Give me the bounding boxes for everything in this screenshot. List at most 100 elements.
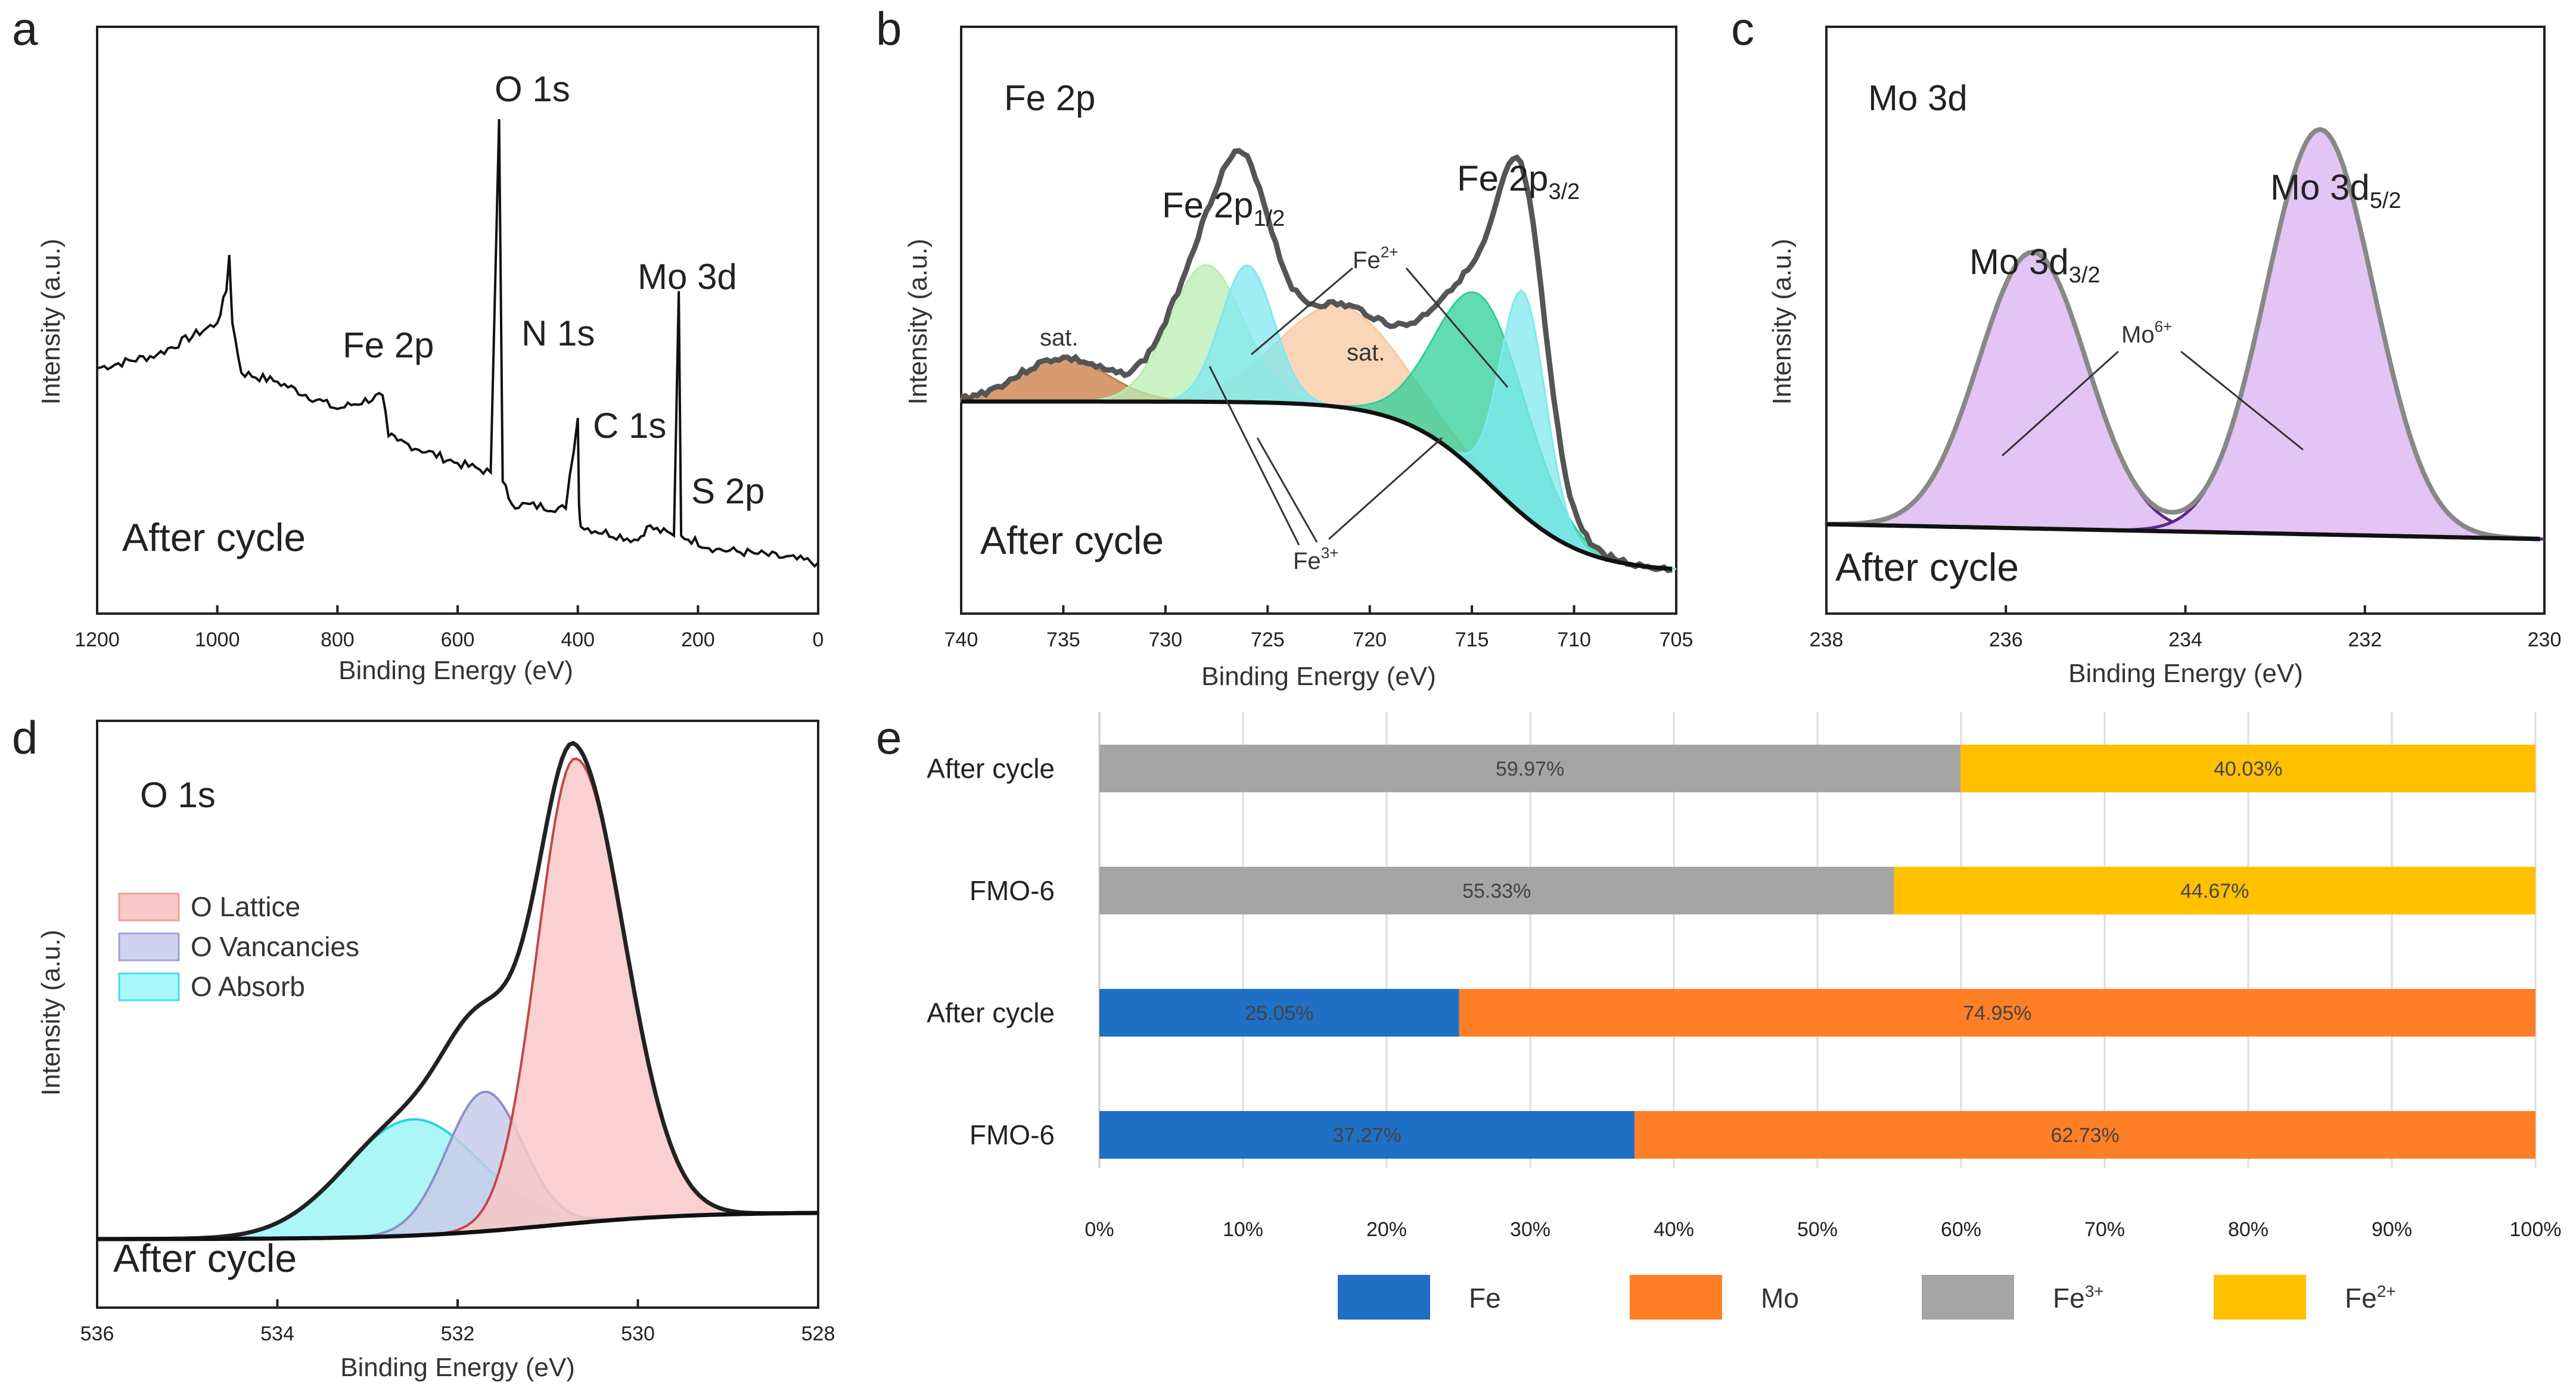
panel-b-x-tick-label: 720	[1353, 628, 1387, 651]
y-axis-title-c: Intensity (a.u.)	[1767, 239, 1797, 405]
x-axis-title-d: Binding Energy (eV)	[340, 1353, 575, 1382]
panel-c-x-tick-label: 236	[1989, 628, 2023, 651]
panel-d-x-tick-label: 532	[441, 1323, 475, 1345]
panel-e-x-tick-label: 80%	[2228, 1218, 2269, 1241]
fe2p-envelope-line	[960, 148, 1673, 574]
legend-label-o-lattice: O Lattice	[191, 891, 300, 922]
panel-e-x-tick-label: 100%	[2510, 1218, 2562, 1241]
panel-e-legend-swatch	[1630, 1275, 1722, 1320]
legend-swatch-o-lattice	[118, 892, 180, 922]
panel-e-x-tick-label: 60%	[1941, 1218, 1981, 1241]
panel-letter-b: b	[876, 2, 902, 55]
panel-e-x-tick-label: 40%	[1654, 1218, 1694, 1241]
panel-e: 0% 10% 20% 30% 40% 50% 60% 70% 80% 90% 100% After …	[927, 712, 2561, 1320]
panel-b-x-tick-label: 730	[1148, 628, 1182, 651]
label-fe2p12: Fe 2p1/2	[1162, 185, 1285, 231]
after-cycle-note-c: After cycle	[1835, 545, 2019, 589]
panel-e-category-label: After cycle	[927, 997, 1055, 1028]
label-fe2plus: Fe2+	[1353, 243, 1398, 273]
label-fe2p32: Fe 2p3/2	[1457, 158, 1580, 204]
panel-b-x-tick-label: 715	[1455, 628, 1489, 651]
panel-e-x-tick-label: 90%	[2372, 1218, 2412, 1241]
panel-letter-d: d	[12, 711, 38, 764]
after-cycle-note-d: After cycle	[113, 1236, 297, 1280]
panel-e-legend-label: Mo	[1761, 1283, 1799, 1314]
panel-a-x-tick-label: 400	[561, 628, 595, 651]
panel-e-legend-label: Fe	[1469, 1283, 1501, 1314]
label-sat-2: sat.	[1347, 340, 1385, 366]
panel-b-x-tick-label: 735	[1046, 628, 1080, 651]
panel-letter-c: c	[1731, 2, 1754, 55]
y-axis-title-b: Intensity (a.u.)	[903, 239, 933, 405]
panel-c-x-tick-label: 238	[1810, 628, 1844, 651]
panel-d: 536 534 532 530 528 O 1s O Lattice O Vancanc…	[36, 720, 835, 1382]
label-mo3d52: Mo 3d5/2	[2270, 167, 2401, 213]
panel-e-bar-value-label: 37.27%	[1332, 1124, 1401, 1147]
panel-e-bar-segment	[1459, 989, 2535, 1037]
panel-b-frame	[960, 26, 1677, 615]
panel-c-title: Mo 3d	[1868, 78, 1968, 118]
panel-e-legend-label: Fe3+	[2053, 1282, 2104, 1314]
x-axis-title-b: Binding Energy (eV)	[1201, 662, 1436, 691]
panel-e-x-tick-label: 0%	[1085, 1218, 1114, 1241]
panel-e-x-tick-label: 10%	[1223, 1218, 1263, 1241]
panel-c-x-tick-label: 234	[2168, 628, 2202, 651]
panel-e-bar-value-label: 44.67%	[2180, 880, 2249, 903]
fe2p-baseline-line	[961, 399, 1673, 571]
peak-label-o1s: O 1s	[495, 69, 570, 109]
survey-spectrum-line	[97, 119, 819, 568]
panel-e-legend-swatch	[1338, 1275, 1430, 1320]
legend-label-o-absorb: O Absorb	[191, 971, 305, 1002]
label-mo6plus: Mo6+	[2121, 318, 2172, 348]
panel-e-bar-value-label: 74.95%	[1963, 1002, 2031, 1025]
panel-e-bar-segment	[1894, 867, 2535, 914]
fe2p-arrows	[1208, 267, 1509, 546]
panel-b-x-tick-label: 740	[944, 628, 978, 651]
panel-b-title: Fe 2p	[1004, 78, 1095, 118]
panel-e-x-tick-label: 20%	[1366, 1218, 1407, 1241]
legend-swatch-o-absorb	[118, 972, 180, 1001]
panel-e-bar-value-label: 25.05%	[1245, 1002, 1313, 1025]
panel-e-bar-value-label: 62.73%	[2050, 1124, 2119, 1147]
panel-e-category-label: FMO-6	[970, 875, 1055, 906]
panel-c: 238 236 234 232 230 Mo 3d Mo 3d3/2 Mo 3d5/2 …	[1767, 26, 2562, 688]
o-vacancies-fill	[97, 1090, 819, 1240]
panel-b-x-tick-label: 725	[1251, 628, 1285, 651]
panel-letter-e: e	[876, 711, 902, 764]
panel-e-bar-segment	[1635, 1111, 2535, 1159]
panel-e-bar-segment	[1099, 1111, 1635, 1159]
peak-label-n1s: N 1s	[521, 313, 595, 353]
panel-a: 1200 1000 800 600 400 200 0 O 1s Mo 3d Fe 2p N…	[36, 26, 824, 685]
x-axis-title-c: Binding Energy (eV)	[2068, 659, 2303, 688]
panel-b-x-tick-label: 710	[1557, 628, 1591, 651]
panel-e-legend-swatch	[2214, 1275, 2306, 1320]
after-cycle-note-a: After cycle	[122, 515, 306, 559]
panel-d-x-tick-label: 528	[801, 1323, 835, 1345]
panel-e-bar-segment	[1099, 989, 1459, 1037]
panel-e-bar-segment	[1099, 745, 1961, 792]
peak-label-s2p: S 2p	[691, 471, 765, 511]
peak-label-fe2p: Fe 2p	[343, 325, 434, 365]
mo3d-baseline-line	[1826, 522, 2540, 542]
panel-letter-a: a	[12, 2, 38, 55]
panel-e-bar-value-label: 55.33%	[1462, 880, 1531, 903]
panel-d-x-tick-label: 534	[260, 1323, 294, 1345]
label-mo3d32: Mo 3d3/2	[1969, 242, 2100, 288]
panel-c-x-tick-label: 230	[2528, 628, 2562, 651]
panel-e-bar-value-label: 59.97%	[1496, 758, 1564, 780]
y-axis-title-d: Intensity (a.u.)	[36, 930, 66, 1096]
panel-d-title: O 1s	[140, 775, 216, 815]
panel-a-x-tick-label: 1000	[195, 628, 240, 651]
o1s-baseline-line	[97, 1211, 819, 1241]
panel-a-x-tick-label: 0	[813, 628, 824, 651]
x-axis-title-a: Binding Energy (eV)	[338, 656, 573, 685]
panel-e-bar-segment	[1099, 867, 1894, 914]
legend-label-o-vacancies: O Vancancies	[191, 931, 359, 962]
label-fe3plus: Fe3+	[1293, 544, 1338, 574]
panel-e-legend-swatch	[1922, 1275, 2014, 1320]
panel-a-x-tick-label: 200	[681, 628, 715, 651]
panel-a-x-tick-label: 800	[321, 628, 355, 651]
panel-e-category-label: FMO-6	[970, 1119, 1055, 1150]
panel-e-legend-label: Fe2+	[2345, 1282, 2396, 1314]
